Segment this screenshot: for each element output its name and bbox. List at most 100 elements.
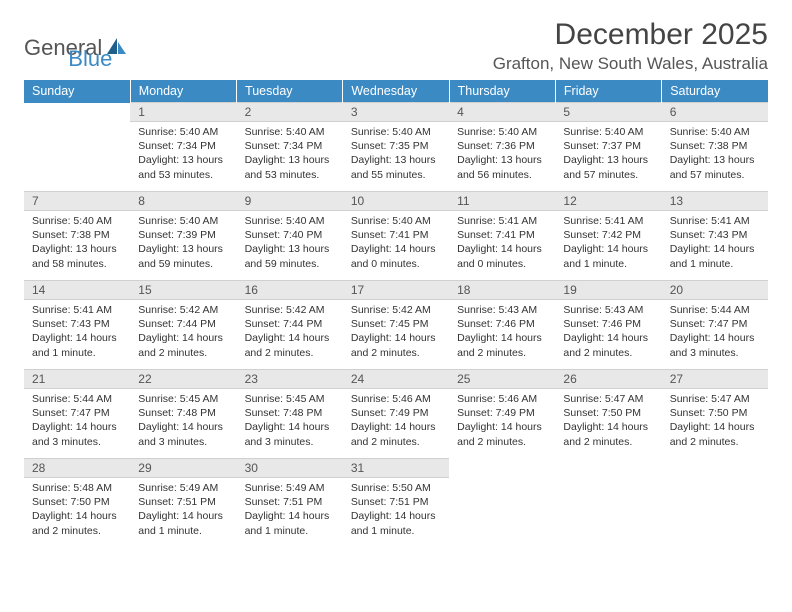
day-number-cell (24, 103, 130, 122)
daylight-text: Daylight: 14 hours and 2 minutes. (563, 331, 653, 359)
day-number-cell: 22 (130, 370, 236, 389)
daylight-text: Daylight: 14 hours and 0 minutes. (457, 242, 547, 270)
day-number-cell: 30 (237, 459, 343, 478)
daylight-text: Daylight: 14 hours and 2 minutes. (138, 331, 228, 359)
detail-row: Sunrise: 5:48 AMSunset: 7:50 PMDaylight:… (24, 478, 768, 548)
sunrise-text: Sunrise: 5:46 AM (457, 392, 547, 406)
sunset-text: Sunset: 7:43 PM (670, 228, 760, 242)
sunset-text: Sunset: 7:46 PM (563, 317, 653, 331)
sunset-text: Sunset: 7:49 PM (351, 406, 441, 420)
sunset-text: Sunset: 7:51 PM (351, 495, 441, 509)
logo: General Blue (24, 24, 112, 72)
sunset-text: Sunset: 7:49 PM (457, 406, 547, 420)
sunrise-text: Sunrise: 5:40 AM (245, 125, 335, 139)
day-detail-cell: Sunrise: 5:40 AMSunset: 7:34 PMDaylight:… (237, 122, 343, 192)
day-detail-cell (449, 478, 555, 548)
sunset-text: Sunset: 7:44 PM (138, 317, 228, 331)
sunrise-text: Sunrise: 5:46 AM (351, 392, 441, 406)
weekday-header: Friday (555, 80, 661, 103)
daylight-text: Daylight: 14 hours and 1 minute. (245, 509, 335, 537)
sunset-text: Sunset: 7:38 PM (670, 139, 760, 153)
sunrise-text: Sunrise: 5:41 AM (670, 214, 760, 228)
sunset-text: Sunset: 7:46 PM (457, 317, 547, 331)
sunset-text: Sunset: 7:41 PM (351, 228, 441, 242)
sunset-text: Sunset: 7:41 PM (457, 228, 547, 242)
day-detail-cell: Sunrise: 5:40 AMSunset: 7:34 PMDaylight:… (130, 122, 236, 192)
weekday-header: Monday (130, 80, 236, 103)
sunrise-text: Sunrise: 5:47 AM (563, 392, 653, 406)
sunrise-text: Sunrise: 5:40 AM (32, 214, 122, 228)
daylight-text: Daylight: 13 hours and 58 minutes. (32, 242, 122, 270)
day-detail-cell: Sunrise: 5:47 AMSunset: 7:50 PMDaylight:… (662, 389, 768, 459)
sunrise-text: Sunrise: 5:40 AM (351, 125, 441, 139)
sunset-text: Sunset: 7:42 PM (563, 228, 653, 242)
day-number-cell: 17 (343, 281, 449, 300)
logo-text-blue: Blue (68, 46, 112, 72)
day-number-cell: 15 (130, 281, 236, 300)
month-title: December 2025 (493, 18, 768, 52)
day-number-cell: 31 (343, 459, 449, 478)
sunrise-text: Sunrise: 5:47 AM (670, 392, 760, 406)
sunrise-text: Sunrise: 5:49 AM (138, 481, 228, 495)
day-detail-cell: Sunrise: 5:40 AMSunset: 7:37 PMDaylight:… (555, 122, 661, 192)
daylight-text: Daylight: 14 hours and 1 minute. (670, 242, 760, 270)
daylight-text: Daylight: 14 hours and 2 minutes. (245, 331, 335, 359)
weekday-header: Saturday (662, 80, 768, 103)
sunrise-text: Sunrise: 5:41 AM (457, 214, 547, 228)
sunset-text: Sunset: 7:34 PM (245, 139, 335, 153)
day-detail-cell: Sunrise: 5:48 AMSunset: 7:50 PMDaylight:… (24, 478, 130, 548)
day-detail-cell: Sunrise: 5:43 AMSunset: 7:46 PMDaylight:… (555, 300, 661, 370)
daylight-text: Daylight: 14 hours and 0 minutes. (351, 242, 441, 270)
sunrise-text: Sunrise: 5:40 AM (670, 125, 760, 139)
day-detail-cell: Sunrise: 5:40 AMSunset: 7:35 PMDaylight:… (343, 122, 449, 192)
sunset-text: Sunset: 7:40 PM (245, 228, 335, 242)
day-number-cell: 12 (555, 192, 661, 211)
daylight-text: Daylight: 14 hours and 2 minutes. (457, 420, 547, 448)
daylight-text: Daylight: 13 hours and 56 minutes. (457, 153, 547, 181)
day-detail-cell: Sunrise: 5:42 AMSunset: 7:44 PMDaylight:… (237, 300, 343, 370)
daylight-text: Daylight: 13 hours and 53 minutes. (138, 153, 228, 181)
day-number-cell: 23 (237, 370, 343, 389)
daylight-text: Daylight: 13 hours and 59 minutes. (138, 242, 228, 270)
day-detail-cell: Sunrise: 5:40 AMSunset: 7:39 PMDaylight:… (130, 211, 236, 281)
sunset-text: Sunset: 7:48 PM (138, 406, 228, 420)
sunset-text: Sunset: 7:50 PM (670, 406, 760, 420)
sunset-text: Sunset: 7:47 PM (670, 317, 760, 331)
daylight-text: Daylight: 14 hours and 3 minutes. (138, 420, 228, 448)
sunset-text: Sunset: 7:51 PM (138, 495, 228, 509)
sunrise-text: Sunrise: 5:42 AM (138, 303, 228, 317)
daylight-text: Daylight: 14 hours and 2 minutes. (457, 331, 547, 359)
daylight-text: Daylight: 14 hours and 1 minute. (563, 242, 653, 270)
detail-row: Sunrise: 5:40 AMSunset: 7:38 PMDaylight:… (24, 211, 768, 281)
sunrise-text: Sunrise: 5:40 AM (138, 125, 228, 139)
day-detail-cell (662, 478, 768, 548)
daylight-text: Daylight: 14 hours and 2 minutes. (670, 420, 760, 448)
daynum-row: 21222324252627 (24, 370, 768, 389)
day-detail-cell: Sunrise: 5:44 AMSunset: 7:47 PMDaylight:… (24, 389, 130, 459)
day-detail-cell: Sunrise: 5:44 AMSunset: 7:47 PMDaylight:… (662, 300, 768, 370)
day-number-cell: 3 (343, 103, 449, 122)
daynum-row: 78910111213 (24, 192, 768, 211)
sunset-text: Sunset: 7:43 PM (32, 317, 122, 331)
sunrise-text: Sunrise: 5:44 AM (670, 303, 760, 317)
sunset-text: Sunset: 7:50 PM (563, 406, 653, 420)
day-number-cell: 10 (343, 192, 449, 211)
day-number-cell: 9 (237, 192, 343, 211)
sunrise-text: Sunrise: 5:40 AM (138, 214, 228, 228)
sunset-text: Sunset: 7:48 PM (245, 406, 335, 420)
day-number-cell: 27 (662, 370, 768, 389)
daylight-text: Daylight: 13 hours and 57 minutes. (670, 153, 760, 181)
day-detail-cell: Sunrise: 5:45 AMSunset: 7:48 PMDaylight:… (130, 389, 236, 459)
day-detail-cell: Sunrise: 5:50 AMSunset: 7:51 PMDaylight:… (343, 478, 449, 548)
sunrise-text: Sunrise: 5:40 AM (351, 214, 441, 228)
calendar-table: Sunday Monday Tuesday Wednesday Thursday… (24, 80, 768, 548)
detail-row: Sunrise: 5:44 AMSunset: 7:47 PMDaylight:… (24, 389, 768, 459)
day-number-cell: 28 (24, 459, 130, 478)
sunrise-text: Sunrise: 5:40 AM (245, 214, 335, 228)
day-detail-cell: Sunrise: 5:42 AMSunset: 7:44 PMDaylight:… (130, 300, 236, 370)
daylight-text: Daylight: 14 hours and 1 minute. (32, 331, 122, 359)
daynum-row: 28293031 (24, 459, 768, 478)
day-detail-cell: Sunrise: 5:49 AMSunset: 7:51 PMDaylight:… (237, 478, 343, 548)
sunrise-text: Sunrise: 5:50 AM (351, 481, 441, 495)
day-number-cell: 1 (130, 103, 236, 122)
